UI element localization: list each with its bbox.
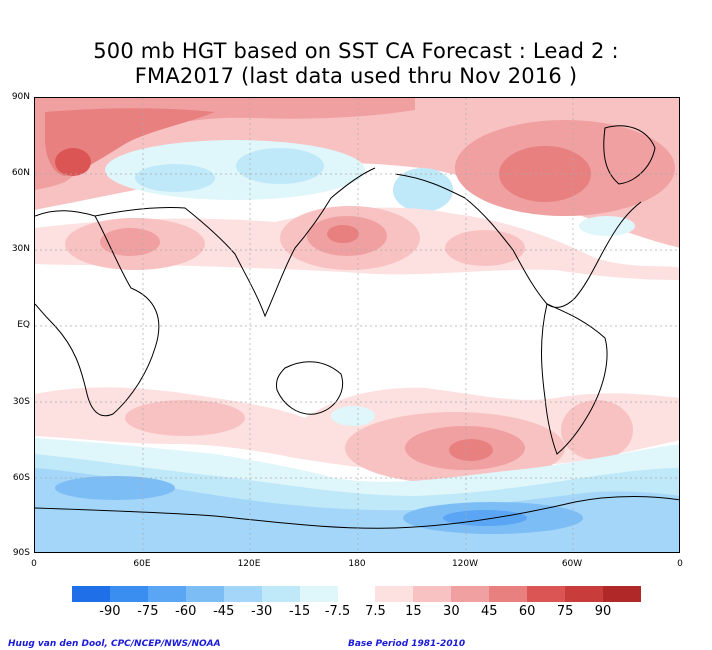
- pacific-positive-core: [327, 225, 359, 243]
- colorbar-label: 30: [443, 604, 460, 619]
- anomaly-map-svg: [35, 98, 679, 552]
- lon-label-0-right: 0: [677, 559, 683, 569]
- colorbar-label: -30: [251, 604, 273, 619]
- colorbar-swatch: [337, 586, 376, 602]
- coastlines: [35, 125, 679, 529]
- colorbar-swatch: [223, 586, 262, 602]
- nz-negative: [331, 406, 375, 426]
- colorbar-label: 45: [480, 604, 498, 619]
- siberia-negative-core-e: [236, 148, 324, 184]
- alaska-negative: [393, 168, 453, 212]
- lat-label-30s: 30S: [12, 397, 30, 407]
- colorbar-swatch: [72, 586, 110, 602]
- colorbar-label: 60: [518, 604, 536, 619]
- lat-label-30n: 30N: [11, 244, 30, 254]
- colorbar-swatch: [565, 586, 604, 602]
- lon-label-60w: 60W: [561, 559, 583, 569]
- lat-label-90s: 90S: [12, 548, 30, 558]
- colorbar-swatch: [375, 586, 414, 602]
- graticule: [35, 98, 679, 552]
- colorbar-swatch: [413, 586, 452, 602]
- south-atlantic-positive: [561, 400, 633, 460]
- africa-coast: [35, 210, 160, 417]
- colorbar-swatch: [261, 586, 300, 602]
- eurasia-coast: [94, 167, 376, 318]
- colorbar-swatch: [451, 586, 490, 602]
- lon-label-60e: 60E: [133, 559, 151, 569]
- south-pacific-positive-core: [449, 439, 493, 461]
- colorbar-swatch: [185, 586, 224, 602]
- colorbar-label: -45: [213, 604, 235, 619]
- colorbar-label: -75: [137, 604, 159, 619]
- anomaly-map: [34, 97, 680, 553]
- colorbar-label: -7.5: [324, 604, 351, 619]
- north-america-coast: [394, 173, 642, 308]
- map-title-line2: FMA2017 (last data used thru Nov 2016 ): [134, 64, 578, 88]
- south-america-coast: [541, 303, 608, 455]
- atlantic-negative: [579, 216, 635, 236]
- colorbar-swatch: [603, 586, 642, 602]
- colorbar-label: 7.5: [365, 604, 386, 619]
- colorbar-swatch: [109, 586, 148, 602]
- colorbar-swatch: [489, 586, 528, 602]
- lon-label-180: 180: [348, 559, 366, 569]
- colorbar-label: 75: [556, 604, 574, 619]
- na-positive-ring: [445, 230, 525, 266]
- greenland-coast: [603, 125, 656, 185]
- antarctic-negative-core-w: [55, 476, 175, 500]
- indian-ocean-positive: [125, 400, 245, 436]
- europe-max: [55, 148, 91, 176]
- footer-base-period: Base Period 1981-2010: [348, 639, 466, 649]
- colorbar-swatch: [299, 586, 338, 602]
- colorbar-label: 90: [594, 604, 612, 619]
- lon-label-120e: 120E: [237, 559, 261, 569]
- colorbar-label: -90: [99, 604, 121, 619]
- lat-label-60s: 60S: [12, 473, 30, 483]
- lat-label-eq: EQ: [17, 320, 30, 330]
- australia-coast: [276, 361, 343, 415]
- colorbar-label: -15: [288, 604, 311, 619]
- colorbar-label: -60: [175, 604, 197, 619]
- siberia-negative-core-w: [135, 164, 215, 192]
- antarctica-coast: [35, 496, 679, 529]
- asia-positive-core: [100, 228, 160, 256]
- footer-credit: Huug van den Dool, CPC/NCEP/NWS/NOAA: [8, 639, 221, 649]
- lon-label-120w: 120W: [451, 559, 479, 569]
- colorbar-label: 15: [405, 604, 422, 619]
- lon-label-0-left: 0: [31, 559, 37, 569]
- colorbar-swatch: [147, 586, 186, 602]
- map-title-line1: 500 mb HGT based on SST CA Forecast : Le…: [93, 39, 619, 63]
- lat-label-60n: 60N: [11, 168, 30, 178]
- colorbar-swatch: [527, 586, 566, 602]
- lat-label-90n: 90N: [11, 92, 30, 102]
